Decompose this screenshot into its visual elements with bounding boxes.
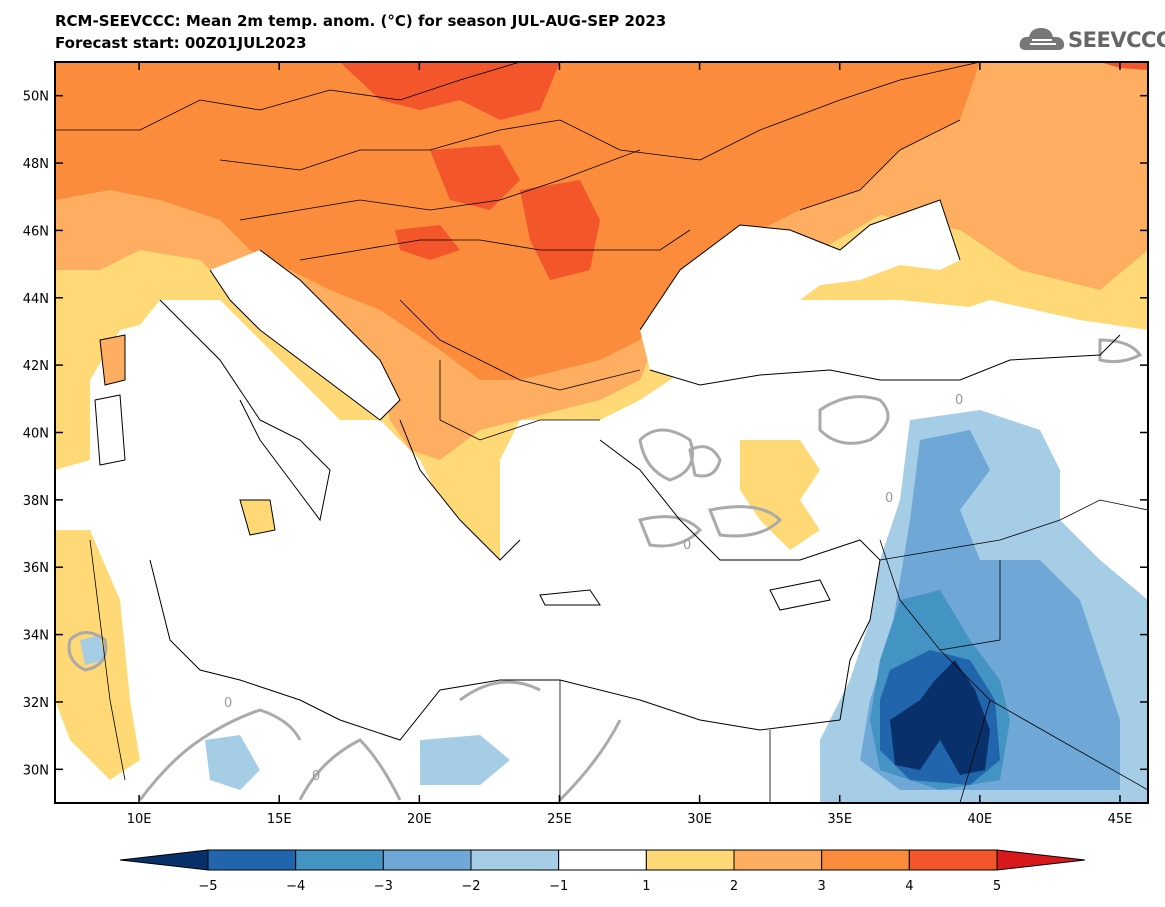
anomaly-minus1-egypt (420, 735, 510, 785)
cloud-icon (1019, 28, 1065, 50)
contour-label: 0 (224, 696, 232, 711)
colorbar-label: −3 (374, 879, 393, 894)
anomaly-4to5-region-north (340, 62, 560, 120)
lon-tick-label: 30E (687, 812, 712, 827)
colorbar-segment (645, 849, 735, 871)
latitude-axis: 30N 32N 34N 36N 38N 40N 42N 44N 46N 48N 50N (23, 90, 1148, 778)
lon-tick-label: 10E (127, 812, 152, 827)
lon-tick-label: 45E (1108, 812, 1133, 827)
lat-tick-label: 42N (23, 359, 49, 374)
lat-tick-label: 30N (23, 763, 49, 778)
country-borders (55, 62, 1148, 803)
colorbar-segment (207, 849, 297, 871)
mediterranean-sea (55, 300, 880, 740)
seevccc-logo: SEEVCCC (1018, 22, 1165, 56)
colorbar-segment (733, 849, 823, 871)
anomaly-minus1-libya (205, 735, 260, 790)
anomaly-4to5-region-hungary (430, 145, 520, 210)
zero-contours (67, 338, 1143, 802)
lat-tick-label: 40N (23, 427, 49, 442)
anomaly-minus5-region (890, 660, 990, 775)
colorbar-segment (996, 849, 1086, 871)
lat-tick-label: 44N (23, 292, 49, 307)
colorbar-segment (470, 849, 560, 871)
colorbar-label: 4 (905, 879, 913, 894)
colorbar-segment (119, 849, 209, 871)
colorbar-label: −4 (286, 879, 305, 894)
anomaly-1to2-corsica (100, 335, 125, 385)
colorbar-label: −5 (198, 879, 217, 894)
lat-tick-label: 38N (23, 494, 49, 509)
lat-tick-label: 32N (23, 696, 49, 711)
logo-text: SEEVCCC (1068, 28, 1165, 52)
colorbar-label: 3 (818, 879, 826, 894)
lon-tick-label: 25E (547, 812, 572, 827)
colorbar-label: 2 (730, 879, 738, 894)
lon-tick-label: 15E (267, 812, 292, 827)
lat-tick-label: 34N (23, 629, 49, 644)
lon-tick-label: 20E (407, 812, 432, 827)
colorbar-label: −2 (461, 879, 480, 894)
anomaly-minus1-tunisia (80, 635, 105, 665)
contour-label: 0 (312, 769, 320, 784)
adriatic-sea (210, 250, 400, 420)
lat-tick-label: 50N (23, 90, 49, 105)
lat-tick-label: 48N (23, 157, 49, 172)
colorbar-label: 5 (993, 879, 1001, 894)
map-plot-area: 0 0 0 0 0 (55, 62, 1148, 803)
colorbar-label: −1 (549, 879, 568, 894)
contour-label: 0 (683, 538, 691, 553)
lat-tick-label: 46N (23, 224, 49, 239)
longitude-axis: 10E 15E 20E 25E 30E 35E 40E 45E (127, 62, 1133, 827)
contour-label: 0 (955, 393, 963, 408)
colorbar-segment (558, 849, 647, 871)
anomaly-4to5-region-corner (1100, 62, 1148, 70)
lat-tick-label: 36N (23, 561, 49, 576)
forecast-start-label: Forecast start: 00Z01JUL2023 (55, 34, 307, 52)
colorbar-segment (382, 849, 472, 871)
colorbar-label: 1 (642, 879, 650, 894)
anomaly-4to5-region-serbia (395, 225, 460, 260)
anomaly-1to2-turkey (740, 440, 820, 550)
coastlines (94, 199, 1121, 741)
colorbar: −5 −4 −3 −2 −1 1 2 3 4 5 (119, 849, 1086, 894)
anomaly-1to2-sicily (240, 500, 275, 535)
lon-tick-label: 35E (827, 812, 852, 827)
anomaly-3to4-region (55, 62, 980, 380)
colorbar-segment (908, 849, 998, 871)
colorbar-segment (295, 849, 384, 871)
black-sea (640, 200, 1120, 385)
lon-tick-label: 40E (967, 812, 992, 827)
chart-title: RCM-SEEVCCC: Mean 2m temp. anom. (°C) fo… (55, 12, 667, 30)
contour-label: 0 (885, 491, 893, 506)
colorbar-segment (821, 849, 910, 871)
anomaly-4to5-region-romania (520, 180, 600, 280)
